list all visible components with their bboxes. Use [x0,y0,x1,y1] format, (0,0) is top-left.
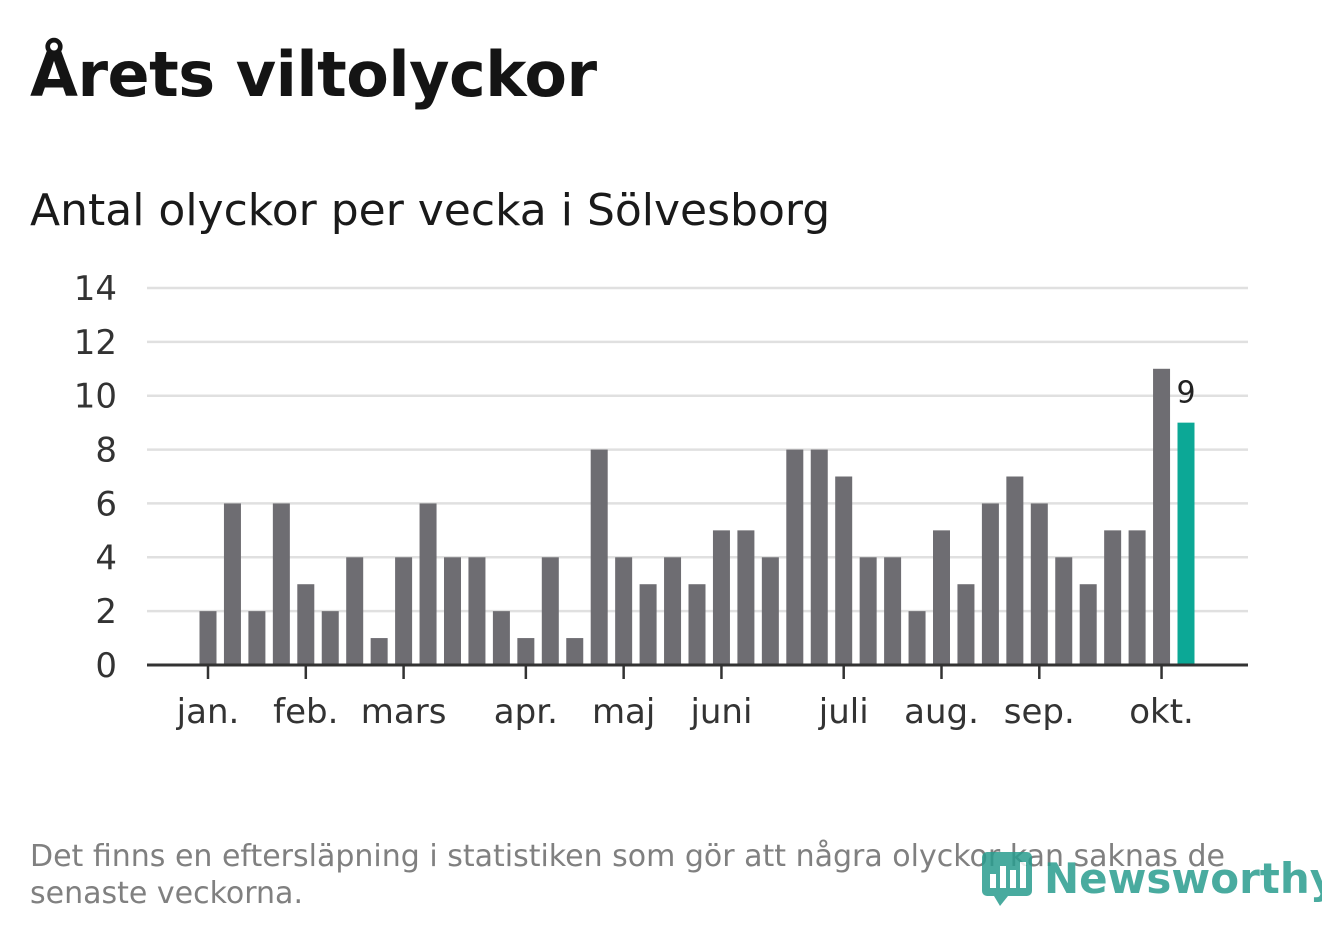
bar-week-40 [1153,368,1171,665]
bar-week-25 [786,449,804,665]
bar-week-5 [297,584,315,665]
y-tick-label-2: 2 [95,592,117,632]
bars: 9 [199,368,1196,665]
bar-week-35 [1030,503,1048,665]
bar-week-6 [321,611,339,665]
x-tick-label-feb.: feb. [273,692,338,732]
bar-week-2 [223,503,241,665]
bar-week-14 [517,638,535,665]
bar-week-17 [590,449,608,665]
bar-week-18 [615,557,633,665]
chart-subtitle: Antal olyckor per vecka i Sölvesborg [30,185,831,236]
bar-week-34 [1006,476,1024,665]
bar-week-22 [712,530,730,665]
y-tick-label-10: 10 [74,377,117,417]
bar-week-31 [933,530,950,665]
bar-week-38 [1104,530,1122,665]
bar-week-41 [1177,422,1195,665]
newsworthy-icon [982,852,1032,906]
x-tick-label-jan.: jan. [176,692,240,732]
x-tick-label-sep.: sep. [1004,692,1075,732]
bar-week-36 [1055,557,1073,665]
bar-week-23 [737,530,755,665]
axes: 0 2 4 6 8 10 12 14 jan. feb. mars apr. maj juni juli au… [74,269,1248,732]
bar-week-16 [566,638,584,665]
bar-week-13 [492,611,510,665]
bar-week-27 [835,476,853,665]
bar-week-21 [688,584,706,665]
newsworthy-logo: Newsworthy [980,848,1322,908]
logo-text: Newsworthy [1044,853,1322,903]
y-tick-label-4: 4 [95,538,117,578]
x-tick-label-maj: maj [592,692,655,732]
x-tick-label-okt.: okt. [1129,692,1194,732]
chart-title: Årets viltolyckor [30,38,597,111]
bar-week-19 [639,584,657,665]
bar-week-11 [444,557,461,665]
y-tick-label-6: 6 [95,484,117,524]
x-tick-label-juni: juni [689,692,752,732]
bar-week-8 [370,638,388,665]
x-tick-label-juli: juli [818,692,869,732]
bar-value-label: 9 [1176,376,1195,411]
bar-week-30 [908,611,926,665]
bar-week-3 [248,611,266,665]
x-tick-label-apr.: apr. [494,692,558,732]
gridlines [147,286,1248,613]
bar-week-26 [810,449,828,665]
bar-week-12 [468,557,486,665]
x-tick-label-aug.: aug. [904,692,979,732]
x-tick-label-mars: mars [361,692,447,732]
bar-week-37 [1079,584,1097,665]
bar-week-29 [884,557,902,665]
bar-chart: 9 0 2 4 6 8 10 12 14 jan. feb. mars apr. maj juni juli… [74,269,1248,732]
y-tick-label-0: 0 [95,646,117,686]
y-tick-label-8: 8 [95,431,117,471]
bar-week-32 [957,584,975,665]
bar-week-7 [346,557,364,665]
bar-week-39 [1128,530,1146,665]
bar-week-10 [419,503,437,665]
bar-week-1 [199,611,217,665]
bar-week-15 [541,557,559,665]
bar-week-4 [272,503,290,665]
bar-week-9 [395,557,413,665]
y-tick-label-14: 14 [74,269,117,309]
bar-week-28 [859,557,877,665]
bar-week-20 [664,557,682,665]
bar-week-33 [981,503,999,665]
bar-week-24 [761,557,779,665]
y-tick-label-12: 12 [74,323,117,363]
